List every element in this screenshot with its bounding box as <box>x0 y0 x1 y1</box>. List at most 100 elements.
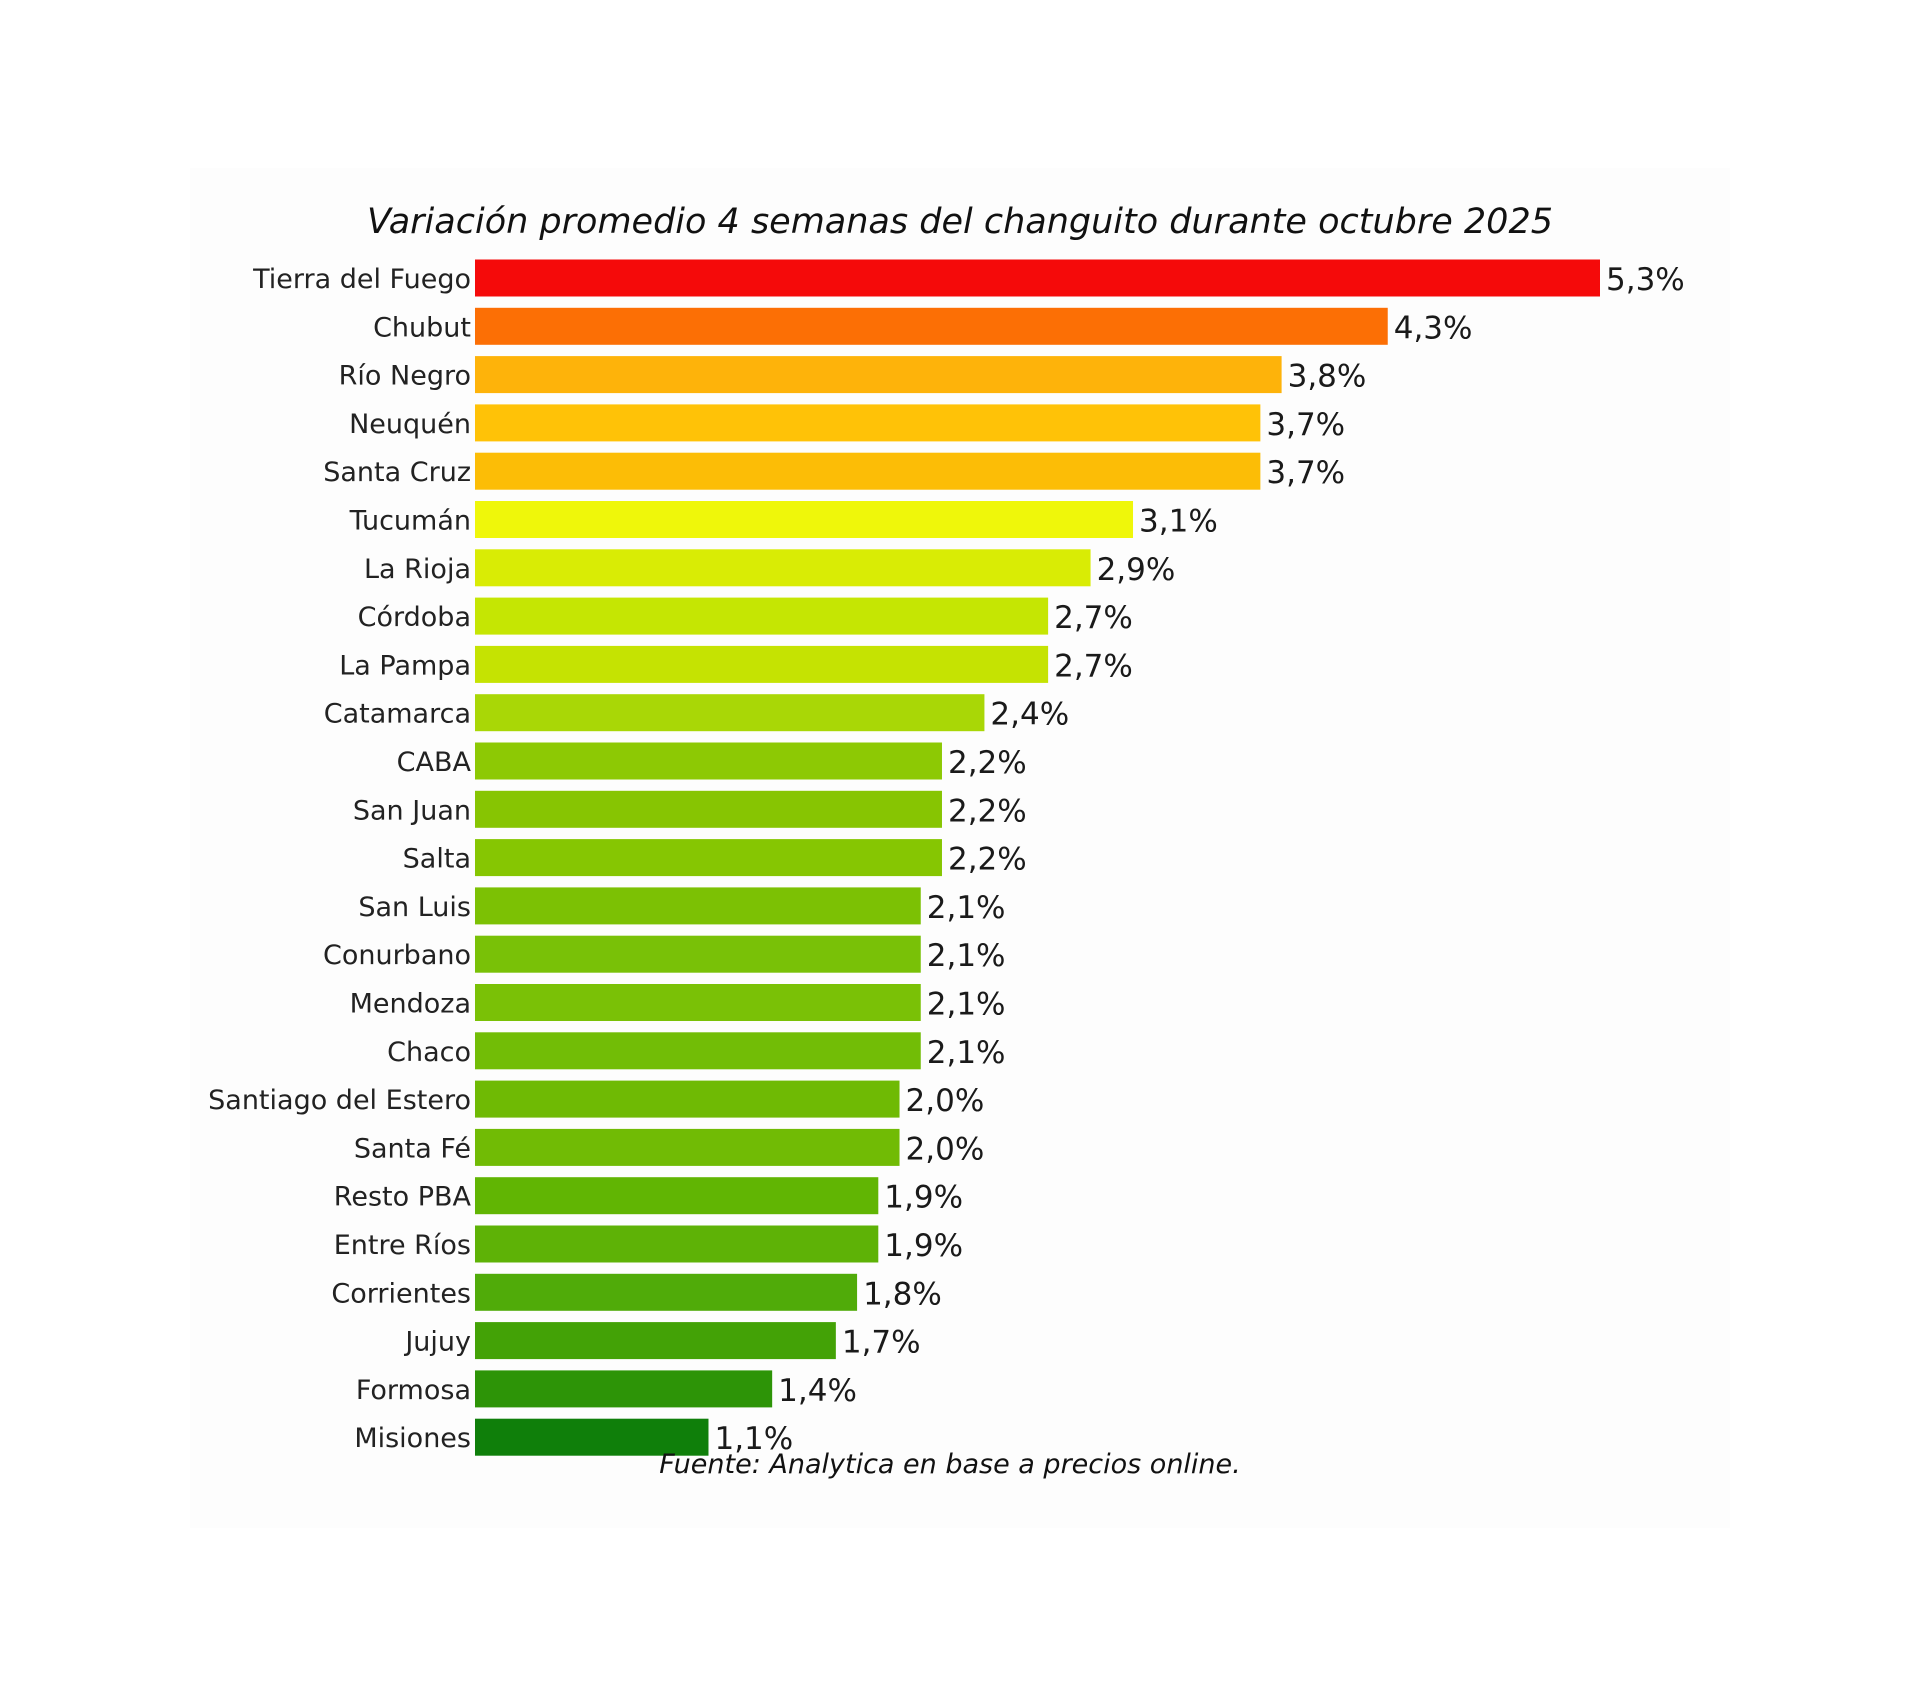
category-label: Río Negro <box>339 361 471 392</box>
bar-row: La Pampa 2,7% <box>339 645 1133 684</box>
category-label: Santiago del Estero <box>208 1085 471 1116</box>
value-label: 1,7% <box>842 1325 921 1361</box>
bar <box>475 1128 900 1166</box>
bar-row: Chubut 4,3% <box>373 307 1473 346</box>
category-label: San Luis <box>358 892 471 923</box>
bar-row: Tucumán 3,1% <box>349 501 1218 540</box>
bar <box>475 742 942 780</box>
bar-row: Chaco 2,1% <box>387 1032 1006 1071</box>
value-label: 2,1% <box>927 1035 1006 1071</box>
category-label: Misiones <box>354 1423 471 1454</box>
value-label: 2,9% <box>1097 552 1176 588</box>
bar <box>475 1080 900 1118</box>
value-label: 2,2% <box>948 745 1027 781</box>
category-label: San Juan <box>353 795 471 826</box>
category-label: Tierra del Fuego <box>252 264 471 295</box>
value-label: 2,0% <box>906 1083 985 1119</box>
bar <box>475 984 921 1021</box>
bar <box>475 1273 858 1311</box>
bar-row: Santa Fé 2,0% <box>354 1128 985 1167</box>
category-label: Catamarca <box>324 699 471 730</box>
value-label: 1,1% <box>714 1421 793 1457</box>
bar-row: Santa Cruz 3,7% <box>323 452 1345 491</box>
bar-chart: Variación promedio 4 semanas del changui… <box>208 202 1685 1480</box>
bar-row: La Rioja 2,9% <box>364 549 1175 588</box>
bar <box>475 1418 709 1456</box>
category-label: Santa Fé <box>354 1133 471 1164</box>
category-label: Neuquén <box>349 409 471 440</box>
bars-group: Tierra del Fuego 5,3% Chubut 4,3% Río Negro 3… <box>208 259 1685 1457</box>
value-label: 2,2% <box>948 793 1027 829</box>
category-label: La Rioja <box>364 554 471 585</box>
category-label: Formosa <box>356 1375 471 1406</box>
value-label: 2,7% <box>1054 648 1133 684</box>
category-label: Corrientes <box>331 1278 471 1309</box>
category-label: Jujuy <box>403 1327 471 1358</box>
value-label: 2,4% <box>990 697 1069 733</box>
chart-panel: Variación promedio 4 semanas del changui… <box>190 168 1730 1528</box>
bar-row: Salta 2,2% <box>403 839 1027 878</box>
bar <box>475 790 942 828</box>
value-label: 3,7% <box>1266 455 1345 491</box>
bar-row: Córdoba 2,7% <box>358 597 1133 636</box>
bar-row: Jujuy 1,7% <box>403 1322 921 1361</box>
bar-row: Santiago del Estero 2,0% <box>208 1080 985 1119</box>
bar-row: Mendoza 2,1% <box>350 984 1006 1023</box>
bar-row: Tierra del Fuego 5,3% <box>252 259 1685 298</box>
bar <box>475 887 921 925</box>
category-label: Salta <box>403 844 471 875</box>
value-label: 2,7% <box>1054 600 1133 636</box>
value-label: 4,3% <box>1394 310 1473 346</box>
bar <box>475 549 1091 587</box>
value-label: 2,1% <box>927 938 1006 974</box>
category-label: CABA <box>397 747 472 778</box>
bar <box>475 501 1134 538</box>
category-label: Chubut <box>373 312 471 343</box>
value-label: 2,0% <box>906 1131 985 1167</box>
value-label: 3,7% <box>1266 407 1345 443</box>
category-label: Tucumán <box>349 506 471 537</box>
category-label: Resto PBA <box>334 1182 472 1213</box>
bar <box>475 1370 773 1408</box>
bar-row: Conurbano 2,1% <box>323 935 1006 974</box>
bar-row: Misiones 1,1% <box>354 1418 793 1457</box>
category-label: Córdoba <box>358 602 471 633</box>
bar <box>475 694 985 732</box>
value-label: 3,8% <box>1288 359 1367 395</box>
source-note: Fuente: Analytica en base a precios onli… <box>659 1449 1241 1480</box>
bar-row: San Luis 2,1% <box>358 887 1006 926</box>
category-label: Entre Ríos <box>334 1230 471 1261</box>
bar-row: CABA 2,2% <box>397 742 1027 781</box>
bar <box>475 404 1261 442</box>
bar-row: Entre Ríos 1,9% <box>334 1225 963 1264</box>
bar <box>475 839 942 877</box>
bar-row: Formosa 1,4% <box>356 1370 857 1409</box>
bar-row: Río Negro 3,8% <box>339 356 1367 395</box>
bar-row: San Juan 2,2% <box>353 790 1027 829</box>
category-label: Conurbano <box>323 940 471 971</box>
category-label: Chaco <box>387 1037 471 1068</box>
bar-row: Resto PBA 1,9% <box>334 1177 963 1216</box>
bar <box>475 452 1261 490</box>
category-label: Mendoza <box>350 989 471 1020</box>
bar <box>475 1322 836 1360</box>
category-label: Santa Cruz <box>323 457 471 488</box>
value-label: 1,9% <box>884 1180 963 1216</box>
bar <box>475 645 1049 683</box>
bar <box>475 259 1600 297</box>
value-label: 2,2% <box>948 842 1027 878</box>
bar <box>475 1032 921 1070</box>
category-label: La Pampa <box>339 650 471 681</box>
value-label: 2,1% <box>927 890 1006 926</box>
value-label: 1,4% <box>778 1373 857 1409</box>
bar <box>475 1225 879 1263</box>
value-label: 3,1% <box>1139 504 1218 540</box>
value-label: 1,9% <box>884 1228 963 1264</box>
value-label: 2,1% <box>927 987 1006 1023</box>
bar-row: Corrientes 1,8% <box>331 1273 942 1312</box>
bar-row: Neuquén 3,7% <box>349 404 1345 443</box>
bar <box>475 1177 879 1215</box>
value-label: 5,3% <box>1606 262 1685 298</box>
bar <box>475 935 921 973</box>
value-label: 1,8% <box>863 1276 942 1312</box>
